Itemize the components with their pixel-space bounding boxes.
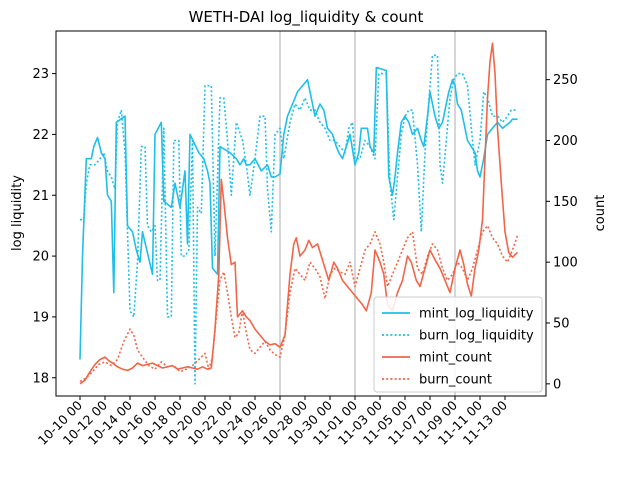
series-mint-log-liquidity [79,66,518,360]
left-axis: 18 19 20 21 22 23 [32,67,56,386]
left-tick-label: 18 [32,371,49,386]
plot-frame [55,30,547,397]
plot-area [79,31,519,396]
legend-label: mint_count [419,351,492,366]
legend-label: burn_count [419,373,492,388]
right-tick-label: 150 [553,195,578,210]
series-mint-count [79,42,519,385]
right-tick-label: 100 [553,256,578,271]
right-tick-label: 250 [553,73,578,88]
right-tick-label: 200 [553,134,578,149]
legend-label: burn_log_liquidity [419,329,534,344]
series-burn-log-liquidity [80,54,518,385]
left-tick-label: 22 [32,128,49,143]
left-tick-label: 21 [32,189,49,204]
legend-label: mint_log_liquidity [419,307,534,322]
legend-box [373,296,543,393]
chart-title: WETH-DAI log_liquidity & count [189,8,424,27]
series-burn-count [79,224,519,383]
left-axis-label: log liquidity [10,175,25,251]
left-tick-label: 20 [32,250,49,265]
right-axis: 0 50 100 150 200 250 [546,73,578,392]
left-tick-label: 23 [32,67,49,82]
left-tick-label: 19 [32,310,49,325]
right-tick-label: 0 [553,377,561,392]
right-tick-label: 50 [553,317,570,332]
right-axis-label: count [593,195,608,232]
legend: mint_log_liquidity burn_log_liquiditymint… [373,296,543,393]
